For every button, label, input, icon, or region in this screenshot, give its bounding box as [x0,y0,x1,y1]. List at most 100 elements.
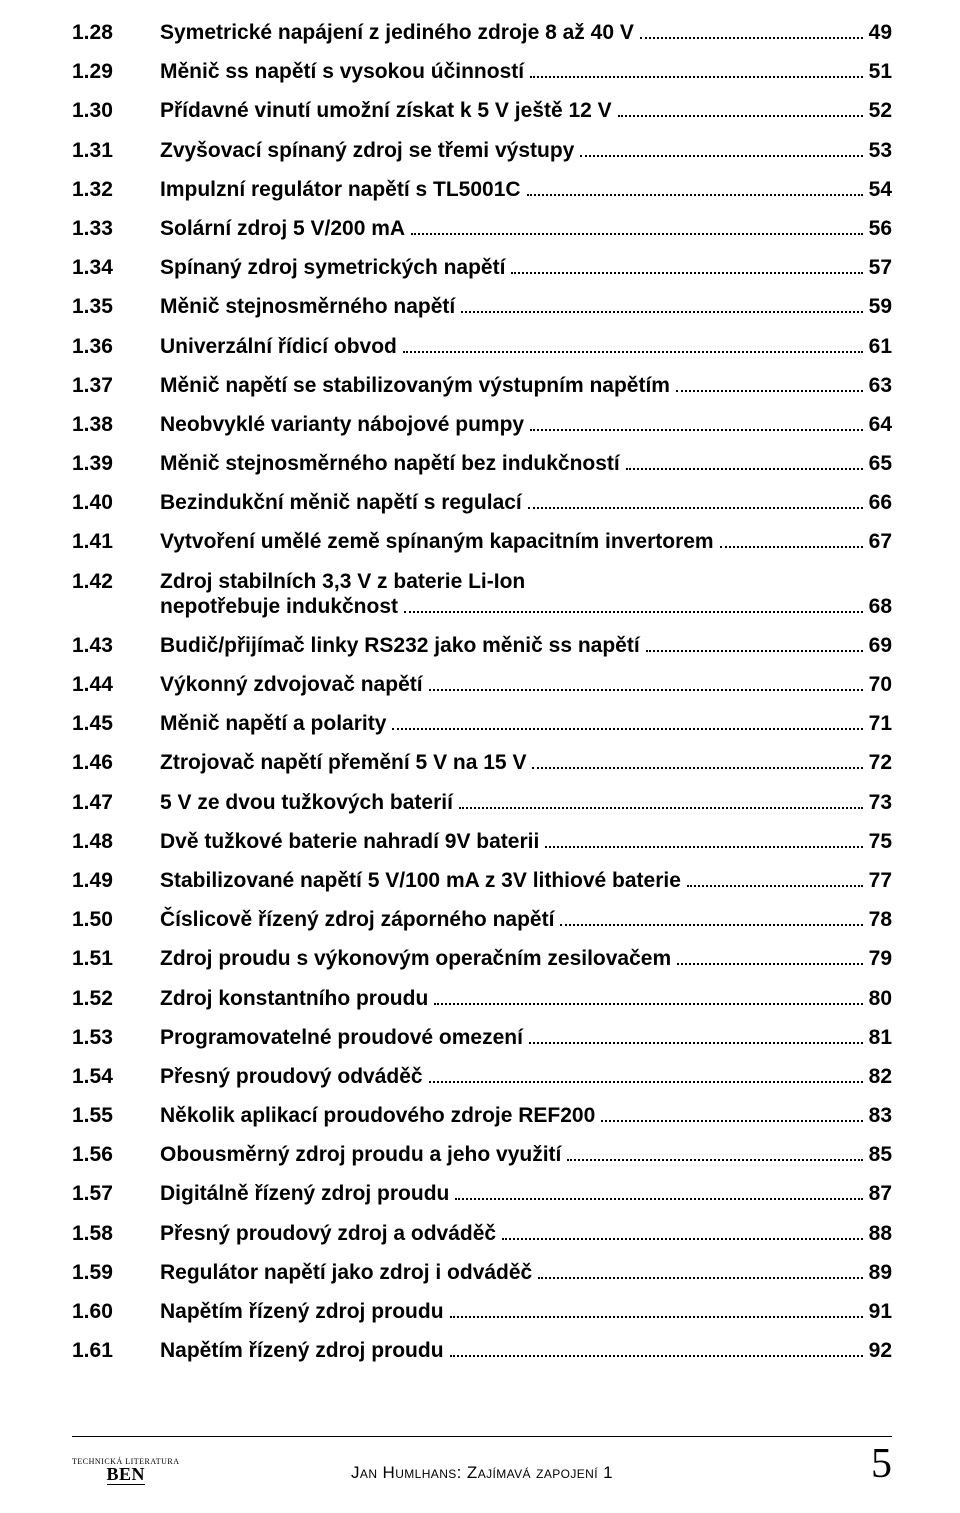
toc-number: 1.60 [72,1301,160,1322]
toc-page: 53 [869,140,892,161]
toc-entry: 1.35Měnič stejnosměrného napětí59 [72,296,892,317]
toc-title-wrap: Napětím řízený zdroj proudu [160,1301,869,1322]
toc-page: 92 [869,1340,892,1361]
toc-leader-dots [527,193,863,196]
toc-title-wrap: Zdroj stabilních 3,3 V z baterie Li-Ion [160,571,892,592]
toc-entry: 1.54Přesný proudový odváděč82 [72,1066,892,1087]
toc-title: Měnič ss napětí s vysokou účinností [160,61,524,82]
toc-entry: 1.61Napětím řízený zdroj proudu92 [72,1340,892,1361]
toc-leader-dots [429,688,863,691]
toc-entry: 1.38Neobvyklé varianty nábojové pumpy64 [72,414,892,435]
toc-page: 52 [869,100,892,121]
toc-page: 49 [869,22,892,43]
toc-entry: 1.42Zdroj stabilních 3,3 V z baterie Li-… [72,571,892,592]
toc-title-wrap: Měnič stejnosměrného napětí [160,296,869,317]
toc-title: Napětím řízený zdroj proudu [160,1340,444,1361]
toc-title-wrap: Měnič ss napětí s vysokou účinností [160,61,869,82]
toc-title: 5 V ze dvou tužkových baterií [160,792,453,813]
toc-page: 89 [869,1262,892,1283]
toc-number: 1.41 [72,531,160,552]
toc-page: 65 [869,453,892,474]
toc-title: nepotřebuje indukčnost [160,596,398,617]
toc-title: Solární zdroj 5 V/200 mA [160,218,405,239]
toc-entry: 1.48Dvě tužkové baterie nahradí 9V bater… [72,831,892,852]
toc-title-wrap: Zdroj konstantního proudu [160,988,869,1009]
toc-title-wrap: Vytvoření umělé země spínaným kapacitním… [160,531,869,552]
toc-page: 88 [869,1223,892,1244]
toc-page: 71 [869,713,892,734]
toc-number: 1.32 [72,179,160,200]
toc-title: Měnič stejnosměrného napětí [160,296,455,317]
toc-entry: 1.51Zdroj proudu s výkonovým operačním z… [72,948,892,969]
toc-leader-dots [530,75,863,78]
toc-title: Napětím řízený zdroj proudu [160,1301,444,1322]
toc-page: 72 [869,752,892,773]
toc-page: 67 [869,531,892,552]
toc-title: Univerzální řídicí obvod [160,336,397,357]
toc-entry: 1.55Několik aplikací proudového zdroje R… [72,1105,892,1126]
toc-leader-dots [567,1158,862,1161]
toc-page: 57 [869,257,892,278]
toc-page: 77 [869,870,892,891]
toc-leader-dots [450,1354,863,1357]
toc-title: Zdroj konstantního proudu [160,988,428,1009]
toc-title-wrap: Budič/přijímač linky RS232 jako měnič ss… [160,635,869,656]
toc-number: 1.39 [72,453,160,474]
logo-text: BEN [107,1465,146,1485]
toc-title: Několik aplikací proudového zdroje REF20… [160,1105,595,1126]
toc-number: 1.42 [72,571,160,592]
toc-entry: 1.52Zdroj konstantního proudu80 [72,988,892,1009]
toc-leader-dots [455,1197,862,1200]
toc-entry: 1.34Spínaný zdroj symetrických napětí57 [72,257,892,278]
toc-number: 1.28 [72,22,160,43]
toc-page: 69 [869,635,892,656]
toc-title: Budič/přijímač linky RS232 jako měnič ss… [160,635,640,656]
toc-title-wrap: Zdroj proudu s výkonovým operačním zesil… [160,948,869,969]
toc-page: 83 [869,1105,892,1126]
toc-title-wrap: Stabilizované napětí 5 V/100 mA z 3V lit… [160,870,869,891]
toc-leader-dots [429,1080,863,1083]
toc-title: Přesný proudový zdroj a odváděč [160,1223,496,1244]
publisher-logo: TECHNICKÁ LITERATURA BEN [72,1458,180,1485]
toc-leader-dots [434,1002,862,1005]
toc-number: 1.29 [72,61,160,82]
toc-entry: 1.39Měnič stejnosměrného napětí bez indu… [72,453,892,474]
toc-leader-dots [459,806,863,809]
toc-entry: 1.45Měnič napětí a polarity71 [72,713,892,734]
toc-entry: 1.49Stabilizované napětí 5 V/100 mA z 3V… [72,870,892,891]
toc-title: Vytvoření umělé země spínaným kapacitním… [160,531,714,552]
toc-title-wrap: Univerzální řídicí obvod [160,336,869,357]
toc-title-wrap: Výkonný zdvojovač napětí [160,674,869,695]
toc-number: 1.36 [72,336,160,357]
toc-title-wrap: 5 V ze dvou tužkových baterií [160,792,869,813]
footer-left: TECHNICKÁ LITERATURA BEN [72,1458,180,1485]
toc-page: 54 [869,179,892,200]
toc-page: 66 [869,492,892,513]
toc-page: 56 [869,218,892,239]
toc-leader-dots [580,154,862,157]
toc-page: 68 [869,596,892,617]
toc-title: Zvyšovací spínaný zdroj se třemi výstupy [160,140,574,161]
toc-leader-dots [676,389,863,392]
toc-title: Přesný proudový odváděč [160,1066,423,1087]
toc-entry: 1.46Ztrojovač napětí přemění 5 V na 15 V… [72,752,892,773]
toc-title-wrap: Dvě tužkové baterie nahradí 9V baterii [160,831,869,852]
toc-number: 1.40 [72,492,160,513]
toc-leader-dots [687,884,863,887]
toc-page: 78 [869,909,892,930]
page-footer: TECHNICKÁ LITERATURA BEN Jan Humlhans: Z… [72,1436,892,1485]
toc-title: Regulátor napětí jako zdroj i odváděč [160,1262,532,1283]
toc-entry: 1.475 V ze dvou tužkových baterií73 [72,792,892,813]
toc-page: 91 [869,1301,892,1322]
toc-page: 70 [869,674,892,695]
toc-page: 79 [869,948,892,969]
toc-entry: 1.58Přesný proudový zdroj a odváděč88 [72,1223,892,1244]
toc-page: 80 [869,988,892,1009]
toc-page: 64 [869,414,892,435]
toc-leader-dots [532,766,862,769]
toc-title: Spínaný zdroj symetrických napětí [160,257,505,278]
toc-number: 1.43 [72,635,160,656]
toc-number: 1.51 [72,948,160,969]
toc-entry: 1.59Regulátor napětí jako zdroj i odvádě… [72,1262,892,1283]
toc-entry: 1.29Měnič ss napětí s vysokou účinností5… [72,61,892,82]
